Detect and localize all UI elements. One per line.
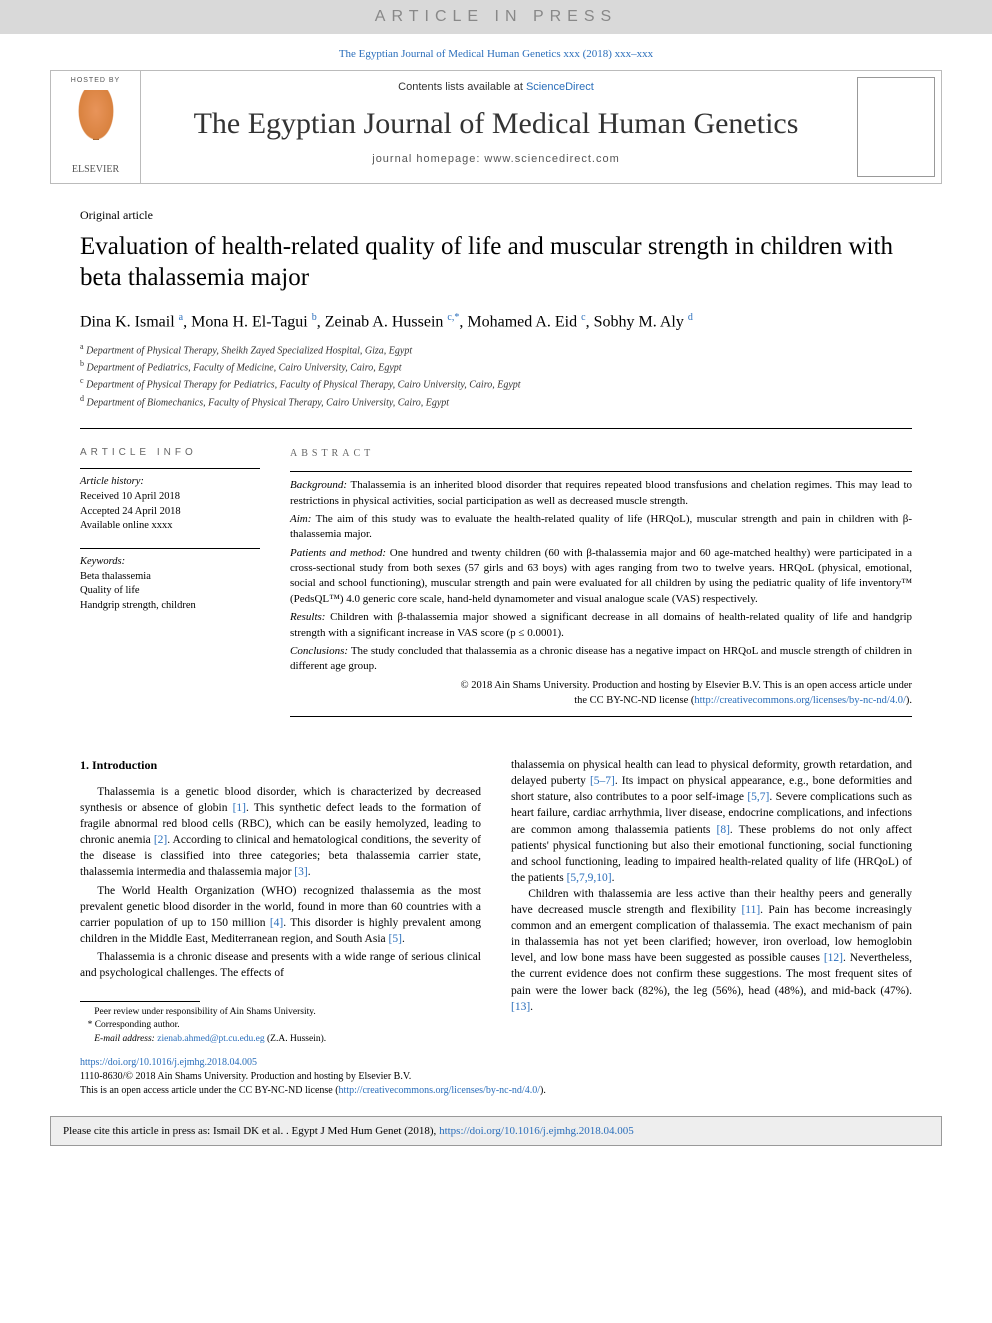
journal-title: The Egyptian Journal of Medical Human Ge… bbox=[151, 107, 841, 141]
body-paragraph: Thalassemia is a chronic disease and pre… bbox=[80, 949, 481, 981]
cc-license-link-2[interactable]: http://creativecommons.org/licenses/by-n… bbox=[339, 1085, 540, 1096]
header-middle: Contents lists available at ScienceDirec… bbox=[141, 71, 851, 183]
contents-available-line: Contents lists available at ScienceDirec… bbox=[151, 81, 841, 93]
abs-rule-bottom bbox=[290, 716, 912, 717]
affiliation: c Department of Physical Therapy for Ped… bbox=[80, 375, 912, 392]
affiliation: d Department of Biomechanics, Faculty of… bbox=[80, 393, 912, 410]
abstract-paragraph: Conclusions: The study concluded that th… bbox=[290, 644, 912, 675]
please-cite-box: Please cite this article in press as: Is… bbox=[50, 1116, 942, 1146]
elsevier-logo-icon bbox=[66, 90, 126, 160]
article-type: Original article bbox=[80, 208, 912, 223]
doi-block: https://doi.org/10.1016/j.ejmhg.2018.04.… bbox=[80, 1056, 912, 1098]
citation-link[interactable]: [5] bbox=[389, 933, 402, 945]
top-citation: The Egyptian Journal of Medical Human Ge… bbox=[0, 34, 992, 70]
journal-cover-icon bbox=[857, 77, 935, 177]
corresponding-email-link[interactable]: zienab.ahmed@pt.cu.edu.eg bbox=[157, 1034, 264, 1044]
keywords-block: Keywords: Beta thalassemia Quality of li… bbox=[80, 555, 260, 614]
citation-link[interactable]: [12] bbox=[824, 952, 843, 964]
citation-link[interactable]: [8] bbox=[716, 824, 729, 836]
citation-link[interactable]: [5,7] bbox=[747, 791, 769, 803]
body-two-column: 1. Introduction Thalassemia is a genetic… bbox=[80, 757, 912, 1046]
citation-link[interactable]: [11] bbox=[741, 904, 760, 916]
citation-link[interactable]: [1] bbox=[233, 802, 246, 814]
info-rule-2 bbox=[80, 548, 260, 549]
corresponding-author-label: * Corresponding author. bbox=[80, 1019, 481, 1032]
author-list: Dina K. Ismail a, Mona H. El-Tagui b, Ze… bbox=[80, 312, 912, 331]
issn-copyright-line: 1110-8630/© 2018 Ain Shams University. P… bbox=[80, 1071, 411, 1082]
affiliation: b Department of Pediatrics, Faculty of M… bbox=[80, 358, 912, 375]
citation-link[interactable]: [5–7] bbox=[590, 775, 615, 787]
article-info-heading: ARTICLE INFO bbox=[80, 447, 260, 458]
sciencedirect-link[interactable]: ScienceDirect bbox=[526, 81, 594, 93]
section-1-heading: 1. Introduction bbox=[80, 757, 481, 774]
elsevier-name: ELSEVIER bbox=[72, 164, 119, 175]
citation-link[interactable]: [5,7,9,10] bbox=[567, 872, 612, 884]
body-right-column: thalassemia on physical health can lead … bbox=[511, 757, 912, 1046]
doi-link[interactable]: https://doi.org/10.1016/j.ejmhg.2018.04.… bbox=[80, 1057, 257, 1068]
history-label: Article history: bbox=[80, 475, 260, 490]
article-in-press-banner: ARTICLE IN PRESS bbox=[0, 0, 992, 34]
citation-link[interactable]: [13] bbox=[511, 1001, 530, 1013]
abstract-paragraph: Results: Children with β-thalassemia maj… bbox=[290, 610, 912, 641]
email-line: E-mail address: zienab.ahmed@pt.cu.edu.e… bbox=[80, 1033, 481, 1046]
body-paragraph: Thalassemia is a genetic blood disorder,… bbox=[80, 784, 481, 881]
citation-link[interactable]: [3] bbox=[294, 866, 307, 878]
peer-review-note: Peer review under responsibility of Ain … bbox=[80, 1006, 481, 1019]
journal-header-box: HOSTED BY ELSEVIER Contents lists availa… bbox=[50, 70, 942, 184]
abstract-paragraph: Aim: The aim of this study was to evalua… bbox=[290, 512, 912, 543]
cite-doi-link[interactable]: https://doi.org/10.1016/j.ejmhg.2018.04.… bbox=[439, 1125, 634, 1137]
body-left-column: 1. Introduction Thalassemia is a genetic… bbox=[80, 757, 481, 1046]
citation-link[interactable]: [4] bbox=[270, 917, 283, 929]
abstract-column: ABSTRACT Background: Thalassemia is an i… bbox=[290, 447, 912, 717]
article-history-block: Article history: Received 10 April 2018 … bbox=[80, 475, 260, 534]
cc-license-link[interactable]: http://creativecommons.org/licenses/by-n… bbox=[694, 695, 906, 706]
affiliation: a Department of Physical Therapy, Sheikh… bbox=[80, 341, 912, 358]
citation-link[interactable]: [2] bbox=[154, 834, 167, 846]
body-paragraph: thalassemia on physical health can lead … bbox=[511, 757, 912, 886]
abstract-heading: ABSTRACT bbox=[290, 447, 912, 461]
article-info-column: ARTICLE INFO Article history: Received 1… bbox=[80, 447, 260, 717]
cover-column bbox=[851, 71, 941, 183]
keywords-label: Keywords: bbox=[80, 555, 260, 570]
article-title: Evaluation of health-related quality of … bbox=[80, 231, 912, 294]
body-paragraph: The World Health Organization (WHO) reco… bbox=[80, 883, 481, 947]
footnote-separator bbox=[80, 1001, 200, 1002]
abs-rule bbox=[290, 471, 912, 472]
info-rule bbox=[80, 468, 260, 469]
footnotes: Peer review under responsibility of Ain … bbox=[80, 1006, 481, 1046]
abstract-paragraph: Background: Thalassemia is an inherited … bbox=[290, 478, 912, 509]
hosted-by-column: HOSTED BY ELSEVIER bbox=[51, 71, 141, 183]
abstract-paragraph: Patients and method: One hundred and twe… bbox=[290, 546, 912, 608]
hosted-by-label: HOSTED BY bbox=[71, 77, 120, 84]
journal-homepage: journal homepage: www.sciencedirect.com bbox=[151, 153, 841, 165]
abstract-copyright: © 2018 Ain Shams University. Production … bbox=[290, 679, 912, 708]
body-paragraph: Children with thalassemia are less activ… bbox=[511, 886, 912, 1015]
